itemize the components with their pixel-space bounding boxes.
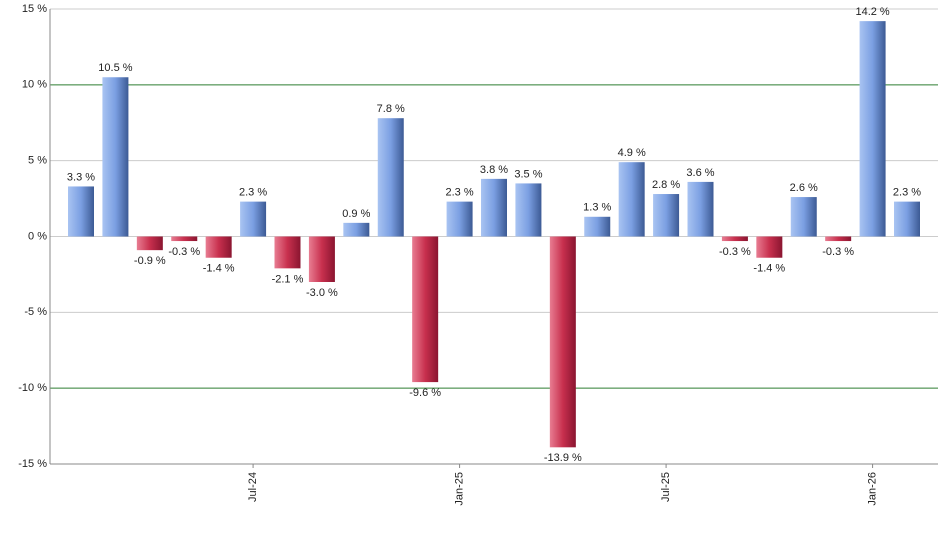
bar bbox=[205, 236, 232, 258]
bar bbox=[171, 236, 198, 242]
value-label: 7.8 % bbox=[377, 103, 405, 115]
bar bbox=[240, 201, 267, 237]
value-label: -9.6 % bbox=[409, 387, 441, 399]
bar bbox=[653, 194, 680, 237]
bar bbox=[308, 236, 335, 282]
x-tick-label: Jul-25 bbox=[660, 472, 672, 502]
value-label: 3.8 % bbox=[480, 164, 508, 176]
value-label: 2.3 % bbox=[893, 187, 921, 199]
value-label: -13.9 % bbox=[544, 452, 582, 464]
bar bbox=[68, 186, 94, 237]
value-label: 2.8 % bbox=[652, 179, 680, 191]
y-tick-label: 15 % bbox=[22, 3, 47, 15]
bar bbox=[790, 197, 817, 237]
value-label: 3.5 % bbox=[514, 168, 542, 180]
value-label: 4.9 % bbox=[618, 147, 646, 159]
bar bbox=[894, 201, 920, 237]
y-tick-label: -5 % bbox=[24, 306, 47, 318]
value-label: 14.2 % bbox=[855, 6, 889, 18]
value-label: -1.4 % bbox=[203, 263, 235, 275]
y-tick-label: 5 % bbox=[28, 155, 47, 167]
bar bbox=[618, 162, 645, 237]
bar bbox=[412, 236, 439, 383]
bar bbox=[549, 236, 576, 448]
value-label: 1.3 % bbox=[583, 202, 611, 214]
bar bbox=[481, 178, 507, 237]
bar bbox=[136, 236, 163, 251]
bar bbox=[446, 201, 473, 237]
value-label: -0.3 % bbox=[719, 246, 751, 258]
bar bbox=[274, 236, 301, 269]
value-label: -0.3 % bbox=[168, 246, 200, 258]
y-tick-label: 0 % bbox=[28, 230, 47, 242]
value-label: -1.4 % bbox=[753, 263, 785, 275]
value-label: 10.5 % bbox=[98, 62, 132, 74]
bar bbox=[721, 236, 748, 242]
bar bbox=[102, 77, 129, 237]
bar bbox=[859, 21, 886, 237]
value-label: -3.0 % bbox=[306, 287, 338, 299]
x-tick-label: Jan-26 bbox=[866, 472, 878, 506]
bar bbox=[756, 236, 783, 258]
y-tick-label: -15 % bbox=[18, 458, 47, 470]
value-label: 2.3 % bbox=[239, 187, 267, 199]
y-tick-label: -10 % bbox=[18, 382, 47, 394]
value-label: 0.9 % bbox=[342, 208, 370, 220]
value-label: 2.6 % bbox=[790, 182, 818, 194]
bar bbox=[825, 236, 852, 242]
x-tick-label: Jan-25 bbox=[453, 472, 465, 506]
value-label: 3.6 % bbox=[686, 167, 714, 179]
value-label: -2.1 % bbox=[272, 273, 304, 285]
value-label: -0.3 % bbox=[822, 246, 854, 258]
bar bbox=[584, 216, 611, 237]
bar bbox=[687, 181, 714, 237]
value-label: -0.9 % bbox=[134, 255, 166, 267]
bar bbox=[377, 118, 404, 237]
bar bbox=[515, 183, 542, 237]
value-label: 2.3 % bbox=[446, 187, 474, 199]
bar bbox=[343, 222, 370, 237]
y-tick-label: 10 % bbox=[22, 79, 47, 91]
value-label: 3.3 % bbox=[67, 171, 95, 183]
x-tick-label: Jul-24 bbox=[247, 472, 259, 502]
